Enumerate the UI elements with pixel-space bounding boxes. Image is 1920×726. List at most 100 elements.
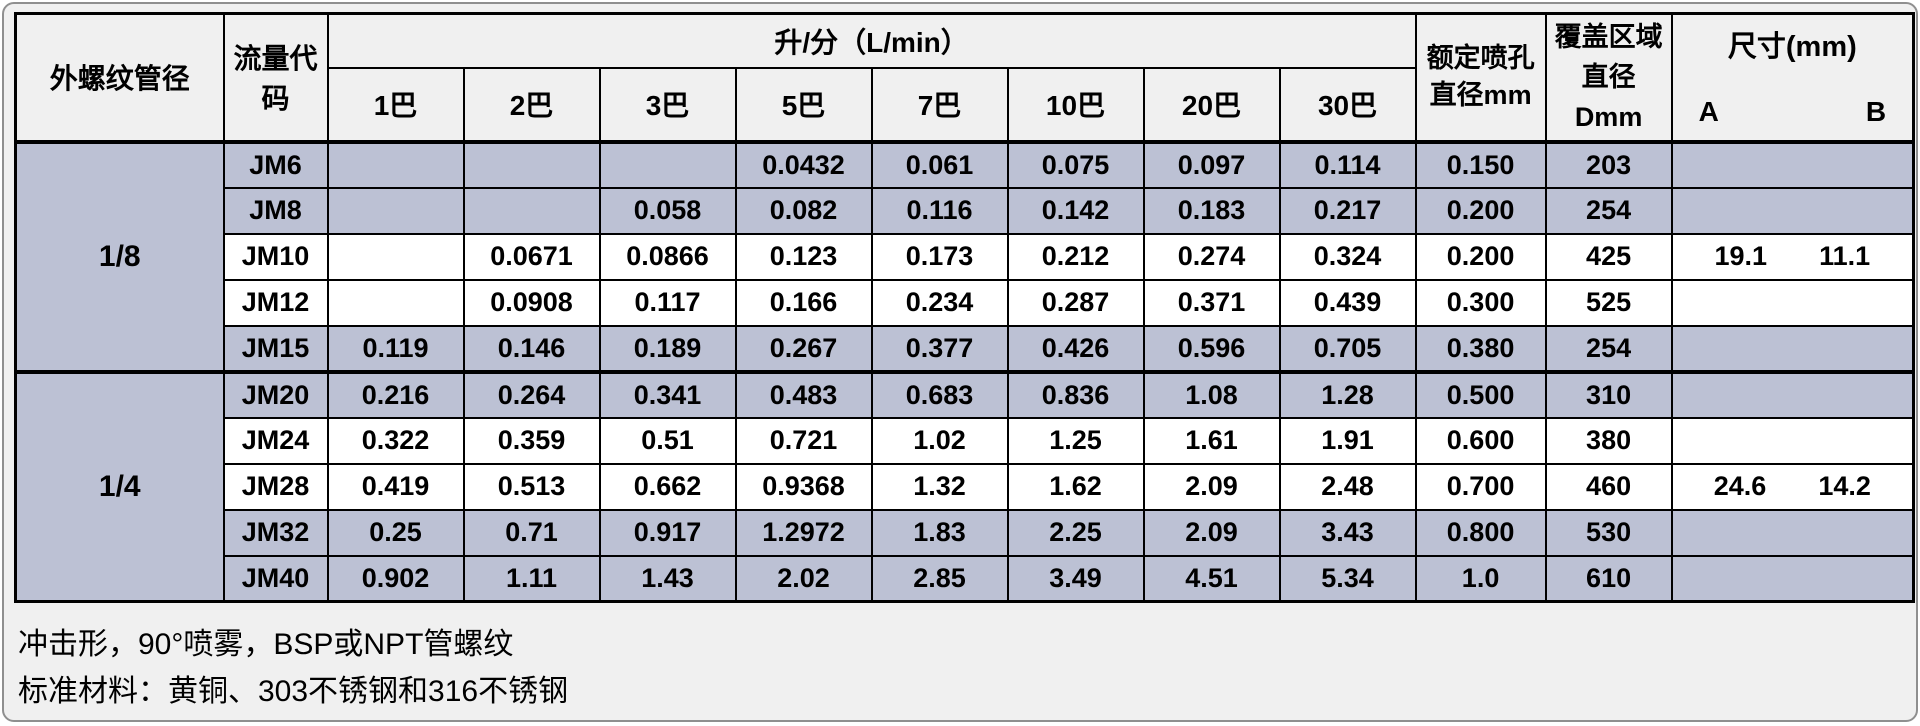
orifice-value-cell: 0.300 [1414,278,1547,327]
flow-value-cell: 1.62 [1006,462,1145,511]
flow-code-cell: JM28 [222,462,329,511]
flow-value-cell: 0.116 [870,186,1009,235]
flow-value-cell: 2.48 [1278,462,1417,511]
flow-value-cell: 0.483 [734,369,873,419]
coverage-value-cell: 380 [1544,416,1673,465]
flow-value-cell: 0.324 [1278,232,1417,281]
orifice-value-cell: 0.600 [1414,416,1547,465]
flow-value-cell: 0.917 [598,508,737,557]
flow-value-cell: 0.0908 [462,278,601,327]
spec-row-jm8: JM8 0.058 0.082 0.116 0.142 0.183 0.217 0.200 25… [16,186,1915,235]
header-pressure-3bar: 3巴 [598,66,737,144]
flow-value-cell: 5.34 [1278,554,1417,603]
header-dimensions: 尺寸(mm) A B [1670,12,1915,144]
pipe-diameter-cell: 1/8 [14,140,225,373]
orifice-value-cell: 0.800 [1414,508,1547,557]
flow-value-cell: 2.09 [1142,508,1281,557]
flow-code-cell: JM8 [222,186,329,235]
dim-a-value: 24.6 [1713,471,1767,501]
flow-value-cell: 1.61 [1142,416,1281,465]
flow-value-cell: 1.2972 [734,508,873,557]
orifice-header-line1: 额定喷孔 [1426,43,1535,74]
flow-code-cell: JM10 [222,232,329,281]
spec-row-jm20: 1/4 JM20 0.216 0.264 0.341 0.483 0.683 0.836 1.0… [14,369,1915,603]
flow-value-cell: 1.91 [1278,416,1417,465]
dim-b-value: 11.1 [1819,241,1871,271]
flow-value-cell: 0.287 [1006,278,1145,327]
header-flow-code: 流量代码 [222,12,329,144]
flow-value-cell: 0.264 [462,369,601,419]
flow-value-cell [598,140,737,189]
dim-b-label: B [1865,95,1887,127]
dim-a-label: A [1698,95,1719,127]
flow-value-cell: 0.146 [462,324,601,373]
flow-value-cell: 2.09 [1142,462,1281,511]
flow-value-cell: 0.123 [734,232,873,281]
coverage-value-cell: 254 [1544,324,1673,373]
flow-value-cell: 2.25 [1006,508,1145,557]
flow-code-cell: JM20 [222,369,329,419]
flow-code-cell: JM40 [222,554,329,603]
flow-value-cell: 0.212 [1006,232,1145,281]
orifice-value-cell: 0.150 [1414,140,1547,189]
coverage-value-cell: 530 [1544,508,1673,557]
flow-value-cell: 0.117 [598,278,737,327]
pipe-diameter-cell: 1/4 [14,369,225,603]
header-row-top: 外螺纹管径 流量代码 升/分（L/min） 额定喷孔 直径mm 覆盖区域 直径 … [14,12,1915,144]
coverage-value-cell: 254 [1544,186,1673,235]
flow-value-cell: 0.721 [734,416,873,465]
flow-value-cell: 0.173 [870,232,1009,281]
dimensions-title: 尺寸(mm) [1727,31,1857,63]
flow-value-cell: 0.189 [598,324,737,373]
flow-value-cell: 0.058 [598,186,737,235]
flow-code-cell: JM15 [222,324,329,373]
spec-row-jm10: JM10 0.0671 0.0866 0.123 0.173 0.212 0.274 0.32… [16,232,1915,281]
flow-value-cell: 0.705 [1278,324,1417,373]
orifice-value-cell: 0.380 [1414,324,1547,373]
footer-notes: 冲击形，90°喷雾，BSP或NPT管螺纹 标准材料：黄铜、303不锈钢和316不… [18,621,568,715]
flow-value-cell: 0.061 [870,140,1009,189]
table-header: 外螺纹管径 流量代码 升/分（L/min） 额定喷孔 直径mm 覆盖区域 直径 … [14,12,1915,144]
flow-value-cell: 1.11 [462,554,601,603]
flow-value-cell: 0.183 [1142,186,1281,235]
flow-value-cell: 0.371 [1142,278,1281,327]
dimensions-values: 19.1 11.1 [1674,241,1912,272]
spec-row-jm24: JM24 0.322 0.359 0.51 0.721 1.02 1.25 1.61 1.91 0… [16,416,1915,465]
flow-value-cell [462,140,601,189]
dimensions-cell: 24.6 14.2 [1670,462,1915,511]
header-pressure-2bar: 2巴 [462,66,601,144]
dim-a-value: 19.1 [1714,241,1768,271]
flow-value-cell: 0.377 [870,324,1009,373]
dimensions-cell [1670,554,1915,603]
flow-value-cell: 0.9368 [734,462,873,511]
flow-value-cell [326,278,465,327]
coverage-value-cell: 203 [1544,140,1673,189]
flow-value-cell: 0.51 [598,416,737,465]
dimensions-cell [1670,416,1915,465]
flow-value-cell [462,186,601,235]
orifice-value-cell: 0.200 [1414,232,1547,281]
spec-row-jm40: JM40 0.902 1.11 1.43 2.02 2.85 3.49 4.51 5.34 1.0… [16,554,1915,603]
header-pressure-10bar: 10巴 [1006,66,1145,144]
flow-value-cell: 1.25 [1006,416,1145,465]
spec-row-jm28: JM28 0.419 0.513 0.662 0.9368 1.32 1.62 2.09 2.4… [16,462,1915,511]
flow-value-cell: 2.02 [734,554,873,603]
header-coverage-diameter: 覆盖区域 直径 Dmm [1544,12,1673,144]
flow-value-cell: 0.119 [326,324,465,373]
dim-b-value: 14.2 [1818,471,1871,501]
dimensions-cell [1670,278,1915,327]
coverage-header-line3: Dmm [1574,102,1643,133]
flow-code-cell: JM12 [222,278,329,327]
flow-value-cell: 0.274 [1142,232,1281,281]
flow-value-cell: 3.43 [1278,508,1417,557]
coverage-value-cell: 425 [1544,232,1673,281]
flow-value-cell: 0.322 [326,416,465,465]
flow-value-cell: 1.28 [1278,369,1417,419]
orifice-header-line2: 直径mm [1429,80,1532,111]
dimensions-cell [1670,140,1915,189]
flow-value-cell: 0.097 [1142,140,1281,189]
header-pressure-20bar: 20巴 [1142,66,1281,144]
flow-value-cell: 0.902 [326,554,465,603]
flow-value-cell: 0.419 [326,462,465,511]
